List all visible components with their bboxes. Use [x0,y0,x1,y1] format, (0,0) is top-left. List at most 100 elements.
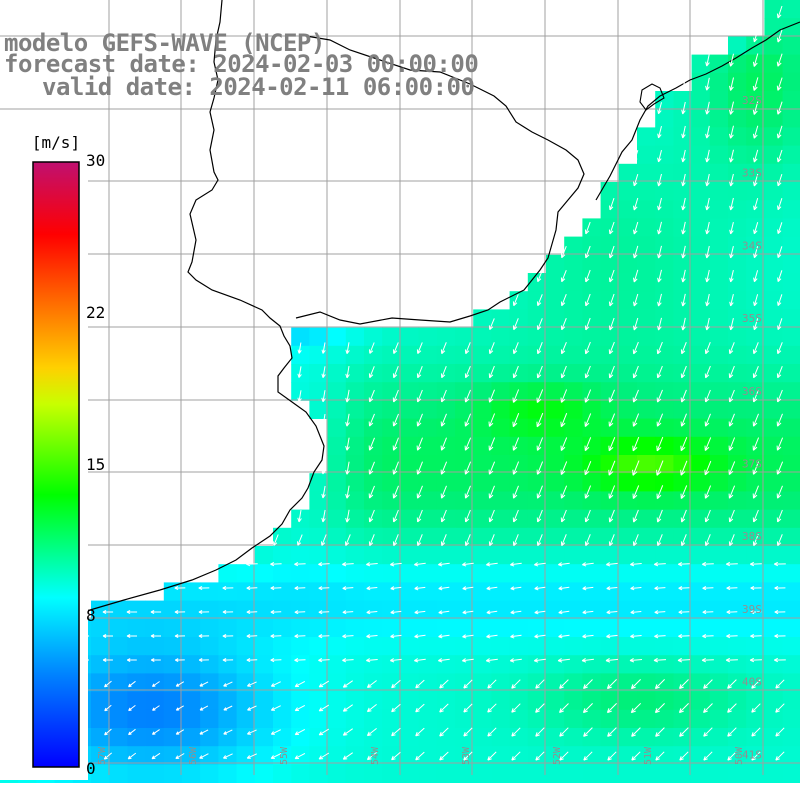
wind-speed-cell [782,345,800,365]
wind-arrow [487,727,497,737]
wind-arrow [440,461,448,475]
wind-speed-cell [728,182,747,201]
wind-speed-cell [746,218,765,237]
wind-arrow [775,751,785,761]
wind-speed-cell [655,473,674,492]
wind-speed-cell [254,709,274,729]
wind-arrow [246,658,258,663]
wind-arrow [776,77,783,91]
wind-arrow [151,681,160,687]
wind-speed-cell [163,600,183,620]
wind-arrow [704,365,711,379]
wind-speed-cell [491,673,510,692]
wind-speed-cell [637,546,656,565]
wind-arrow [536,437,544,451]
wind-speed-cell [418,418,438,438]
wind-speed-cell [655,400,674,419]
wind-arrow [654,679,665,690]
wind-speed-cell [637,436,656,456]
wind-speed-cell [546,673,565,692]
wind-speed-cell [709,618,729,638]
wind-arrow [606,586,618,591]
wind-arrow [222,585,234,591]
wind-arrow [464,389,471,403]
wind-arrow [511,727,521,737]
wind-speed-cell [418,364,438,383]
wind-speed-cell [637,327,656,347]
wind-speed-cell [618,309,638,328]
wind-arrow [752,413,759,427]
wind-speed-cell [637,254,656,274]
wind-arrow [775,679,785,689]
wind-arrow [776,389,783,403]
wind-arrow [440,485,447,499]
wind-speed-cell [618,637,638,656]
wind-speed-cell [473,345,492,365]
wind-arrow [414,562,426,567]
wind-speed-cell [436,509,456,529]
wind-speed-cell [382,364,401,383]
wind-speed-cell [600,182,620,201]
wind-arrow [729,293,734,307]
wind-speed-cell [728,600,747,620]
wind-speed-cell [309,764,328,783]
wind-speed-cell [527,527,547,547]
wind-arrow [247,705,257,711]
wind-arrow [632,485,640,499]
wind-speed-cell [400,600,419,620]
wind-speed-cell [455,655,474,674]
wind-arrow [608,389,615,403]
wind-speed-cell [200,637,219,656]
wind-speed-cell [491,382,510,401]
wind-speed-cell [618,218,638,237]
wind-speed-cell [564,491,583,510]
wind-speed-cell [709,91,729,110]
wind-arrow [656,365,663,379]
wind-speed-cell [709,273,729,292]
wind-arrow [321,390,326,403]
wind-speed-cell [764,182,783,201]
wind-speed-cell [273,655,292,674]
wind-speed-cell [655,728,674,747]
wind-speed-cell [600,455,620,474]
wind-arrow [777,173,783,187]
wind-speed-cell [691,473,711,492]
wind-speed-cell [655,746,674,765]
wind-speed-cell [418,764,438,783]
wind-speed-cell [764,527,783,547]
wind-speed-cell [728,673,747,692]
wind-speed-cell [746,600,765,620]
wind-arrow [729,173,734,187]
wind-arrow [294,728,306,736]
wind-arrow [729,245,734,259]
wind-speed-cell [637,200,656,219]
latitude-label: 37S [742,458,762,471]
wind-arrow [630,561,642,567]
wind-speed-cell [418,400,438,419]
wind-arrow [582,586,594,591]
wind-speed-cell [436,400,456,419]
wind-arrow [609,197,615,211]
wind-speed-cell [709,527,729,547]
wind-arrow [678,703,689,714]
wind-speed-cell [564,746,583,765]
wind-arrow [777,294,783,307]
wind-speed-cell [709,600,729,620]
wind-speed-cell [582,418,601,438]
wind-speed-cell [709,382,729,401]
wind-speed-cell [709,163,729,183]
wind-arrow [559,751,569,761]
wind-speed-cell [582,291,601,310]
wind-speed-cell [473,655,492,674]
wind-speed-cell [782,564,800,583]
wind-arrow [629,657,643,663]
wind-speed-cell [764,0,783,19]
wind-arrow [632,413,640,427]
wind-arrow [681,77,686,91]
wind-speed-cell [764,382,783,401]
wind-arrow [681,173,686,187]
wind-arrow [486,634,498,639]
wind-arrow [464,534,471,547]
wind-arrow [294,634,306,639]
wind-speed-cell [491,618,510,638]
